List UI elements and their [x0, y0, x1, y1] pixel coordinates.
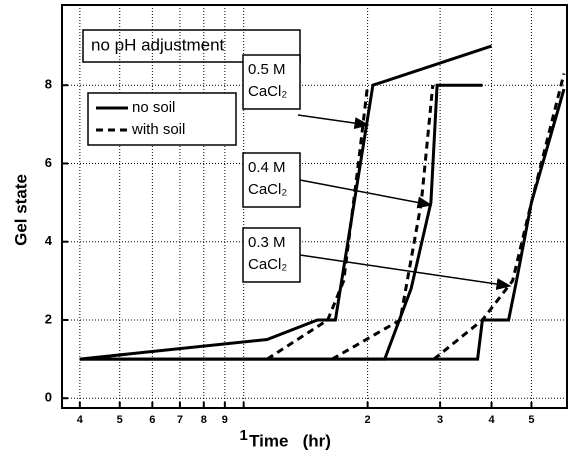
- data-line: [331, 85, 435, 361]
- annotation-text: 0.5 M: [248, 61, 286, 78]
- x-tick-label: 6: [149, 414, 155, 426]
- x-tick-label: 5: [528, 414, 534, 426]
- x-tick-label: 4: [488, 414, 495, 426]
- annotation-box: [242, 54, 301, 110]
- x-tick-label: 4: [77, 414, 84, 426]
- x-tick-label: 3: [437, 414, 443, 426]
- x-tick-label: 2: [365, 414, 371, 426]
- x-tick-label: 8: [201, 414, 207, 426]
- data-line: [433, 73, 566, 361]
- data-line: [266, 85, 370, 361]
- annotation-arrow: [299, 179, 433, 209]
- y-tick-label: 0: [45, 390, 52, 405]
- annotation-text: 0.3 M: [248, 234, 286, 251]
- data-line: [79, 44, 492, 361]
- x-tick-label: 5: [117, 414, 123, 426]
- x-tick-label: 1: [240, 427, 248, 444]
- annotation-box: [242, 227, 301, 283]
- plot-frame: [61, 4, 568, 409]
- legend-label: no soil: [132, 99, 175, 116]
- annotation-text: 0.4 M: [248, 159, 286, 176]
- y-tick-label: 2: [45, 311, 52, 326]
- chart-title: no pH adjustment: [91, 35, 225, 54]
- y-tick-label: 6: [45, 155, 52, 170]
- annotation-arrow: [297, 114, 370, 130]
- x-axis-label: Time (hr): [249, 431, 331, 450]
- x-tick-label: 7: [177, 414, 183, 426]
- legend-label: with soil: [131, 121, 185, 138]
- annotation-arrow: [299, 254, 512, 290]
- annotation-text: CaCl₂: [248, 181, 287, 198]
- annotation-box: [242, 152, 301, 208]
- y-axis-label: Gel state: [11, 174, 30, 246]
- annotation-text: CaCl₂: [248, 256, 287, 273]
- y-tick-label: 8: [45, 77, 52, 92]
- x-tick-label: 9: [222, 414, 228, 426]
- legend-box: [87, 92, 237, 146]
- annotation-text: CaCl₂: [248, 83, 287, 100]
- y-tick-label: 4: [45, 233, 53, 248]
